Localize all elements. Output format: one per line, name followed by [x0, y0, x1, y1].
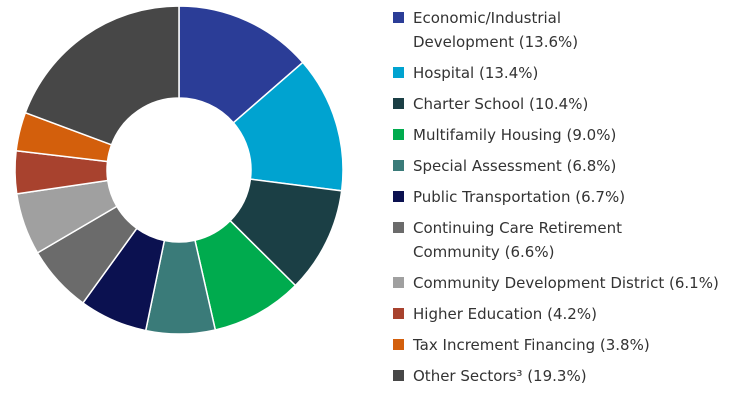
legend-value: (19.3%) [527, 367, 587, 385]
slice [178, 5, 304, 124]
legend-label: Public Transportation [413, 188, 571, 206]
legend-entry: Multifamily Housing (9.0%) [390, 123, 743, 147]
legend-value: (13.4%) [478, 64, 539, 82]
legend-value: (13.6%) [518, 33, 579, 51]
legend-entry: Hospital (13.4%) [390, 61, 743, 85]
legend-label: Economic/Industrial Development [413, 9, 562, 51]
legend-value: (6.6%) [504, 243, 555, 261]
legend-entry: Tax Increment Financing (3.8%) [390, 333, 743, 357]
legend-label: Special Assessment [413, 157, 562, 175]
legend-value: (10.4%) [528, 95, 589, 113]
legend-entry: Public Transportation (6.7%) [390, 185, 743, 209]
legend-swatch [393, 277, 404, 288]
legend-value: (4.2%) [547, 305, 597, 323]
legend-entry: Economic/Industrial Development (13.6%) [390, 6, 628, 54]
legend-label: Community Development District [413, 274, 665, 292]
legend-value: (6.7%) [575, 188, 626, 206]
legend-entry: Higher Education (4.2%) [390, 302, 743, 326]
legend-label: Tax Increment Financing [413, 336, 596, 354]
legend-label: Higher Education [413, 305, 543, 323]
legend-value: (9.0%) [566, 126, 617, 144]
legend-entry: Other Sectors³ (19.3%) [390, 364, 743, 388]
legend-label: Continuing Care Retirement Community [413, 219, 623, 261]
legend-swatch [393, 98, 404, 109]
slice [24, 5, 180, 146]
legend-value: (6.8%) [566, 157, 617, 175]
legend-value: (6.1%) [669, 274, 719, 292]
legend-swatch [393, 308, 404, 319]
legend-entry: Charter School (10.4%) [390, 92, 743, 116]
legend-label: Charter School [413, 95, 525, 113]
legend-entry: Community Development District (6.1%) [390, 271, 738, 295]
legend-entry: Continuing Care Retirement Community (6.… [390, 216, 703, 264]
legend-swatch [393, 222, 404, 233]
legend-label: Other Sectors³ [413, 367, 523, 385]
legend: Economic/Industrial Development (13.6%) H… [390, 6, 744, 395]
legend-label: Multifamily Housing [413, 126, 562, 144]
legend-swatch [393, 191, 404, 202]
legend-swatch [393, 129, 404, 140]
legend-label: Hospital [413, 64, 475, 82]
legend-swatch [393, 339, 404, 350]
chart [14, 5, 344, 335]
legend-swatch [393, 12, 404, 23]
legend-value: (3.8%) [599, 336, 650, 354]
legend-entry: Special Assessment (6.8%) [390, 154, 743, 178]
legend-swatch [393, 67, 404, 78]
legend-swatch [393, 160, 404, 171]
legend-swatch [393, 370, 404, 381]
